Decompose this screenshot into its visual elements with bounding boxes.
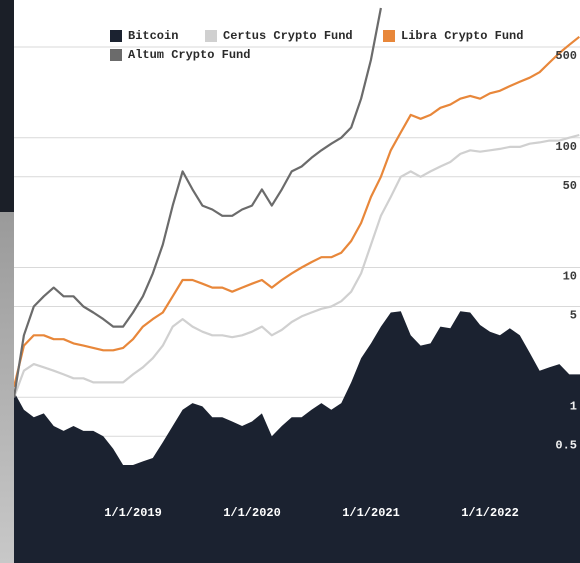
- x-tick-label: 1/1/2021: [342, 506, 400, 520]
- x-tick-label: 1/1/2022: [461, 506, 519, 520]
- y-tick-label: 5: [570, 309, 577, 323]
- x-tick-label: 1/1/2019: [104, 506, 162, 520]
- side-panel: [0, 0, 14, 212]
- legend-swatch: [110, 49, 122, 61]
- line-series: [14, 7, 382, 398]
- y-tick-label: 1: [570, 399, 577, 413]
- legend-label: Certus Crypto Fund: [223, 29, 353, 43]
- y-tick-label: 50: [563, 179, 577, 193]
- y-tick-label: 100: [555, 140, 577, 154]
- legend-label: Bitcoin: [128, 29, 178, 43]
- line-series: [14, 133, 580, 398]
- legend-label: Libra Crypto Fund: [401, 29, 523, 43]
- legend-swatch: [110, 30, 122, 42]
- legend-swatch: [205, 30, 217, 42]
- plot-area: [14, 7, 580, 563]
- side-panel: [0, 212, 14, 563]
- legend-swatch: [383, 30, 395, 42]
- y-tick-label: 500: [555, 49, 577, 63]
- legend-label: Altum Crypto Fund: [128, 48, 250, 62]
- y-tick-label: 10: [563, 270, 577, 284]
- axis-labels: 0.5 1 5 10 50 100 500 1/1/2019 1/1/2020 1/1/2021 1…: [104, 49, 577, 520]
- area-series: [14, 311, 580, 563]
- line-series: [14, 35, 580, 388]
- y-tick-label: 0.5: [555, 438, 577, 452]
- x-tick-label: 1/1/2020: [223, 506, 281, 520]
- legend: Bitcoin Certus Crypto Fund Libra Crypto Fu…: [110, 29, 523, 62]
- grid: [14, 46, 580, 437]
